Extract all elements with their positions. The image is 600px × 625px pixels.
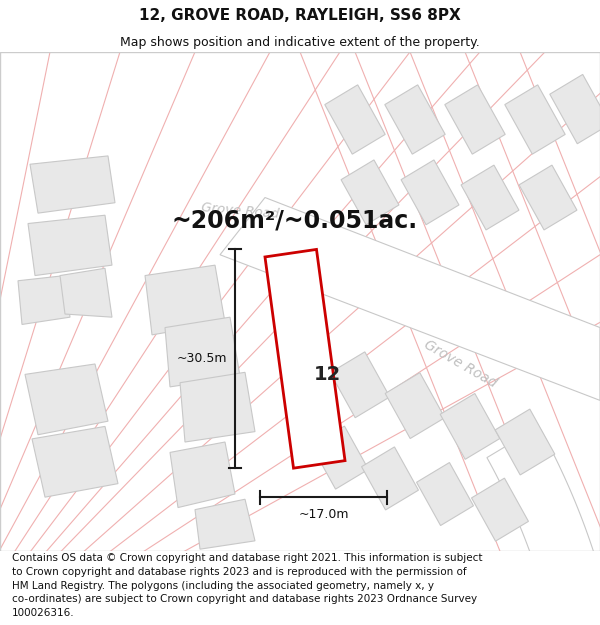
Polygon shape bbox=[145, 265, 225, 335]
Polygon shape bbox=[341, 160, 399, 225]
Polygon shape bbox=[165, 317, 240, 387]
Polygon shape bbox=[311, 426, 368, 489]
Text: ~30.5m: ~30.5m bbox=[176, 352, 227, 365]
Polygon shape bbox=[487, 426, 600, 625]
Text: Contains OS data © Crown copyright and database right 2021. This information is : Contains OS data © Crown copyright and d… bbox=[12, 554, 482, 618]
Polygon shape bbox=[220, 198, 600, 401]
Polygon shape bbox=[60, 268, 112, 317]
Text: Grove Road: Grove Road bbox=[421, 338, 499, 391]
Text: 12: 12 bbox=[313, 365, 341, 384]
Text: Map shows position and indicative extent of the property.: Map shows position and indicative extent… bbox=[120, 36, 480, 49]
Polygon shape bbox=[440, 394, 500, 459]
Text: ~206m²/~0.051ac.: ~206m²/~0.051ac. bbox=[172, 208, 418, 232]
Text: Grove Road: Grove Road bbox=[200, 201, 280, 221]
Polygon shape bbox=[385, 372, 445, 439]
Polygon shape bbox=[401, 160, 459, 225]
Polygon shape bbox=[461, 165, 519, 230]
Polygon shape bbox=[550, 74, 600, 144]
Text: ~17.0m: ~17.0m bbox=[298, 508, 349, 521]
Polygon shape bbox=[18, 276, 70, 324]
Polygon shape bbox=[362, 447, 418, 510]
Polygon shape bbox=[325, 85, 385, 154]
Polygon shape bbox=[170, 442, 235, 508]
Text: 12, GROVE ROAD, RAYLEIGH, SS6 8PX: 12, GROVE ROAD, RAYLEIGH, SS6 8PX bbox=[139, 8, 461, 23]
Polygon shape bbox=[505, 85, 565, 154]
Polygon shape bbox=[472, 478, 529, 541]
Polygon shape bbox=[495, 409, 555, 475]
Polygon shape bbox=[195, 499, 255, 549]
Polygon shape bbox=[265, 249, 345, 468]
Polygon shape bbox=[32, 426, 118, 497]
Polygon shape bbox=[25, 364, 108, 435]
Polygon shape bbox=[30, 156, 115, 213]
Polygon shape bbox=[330, 352, 390, 418]
Polygon shape bbox=[519, 165, 577, 230]
Polygon shape bbox=[416, 462, 473, 526]
Polygon shape bbox=[385, 85, 445, 154]
Polygon shape bbox=[180, 372, 255, 442]
Polygon shape bbox=[28, 215, 112, 276]
Polygon shape bbox=[445, 85, 505, 154]
